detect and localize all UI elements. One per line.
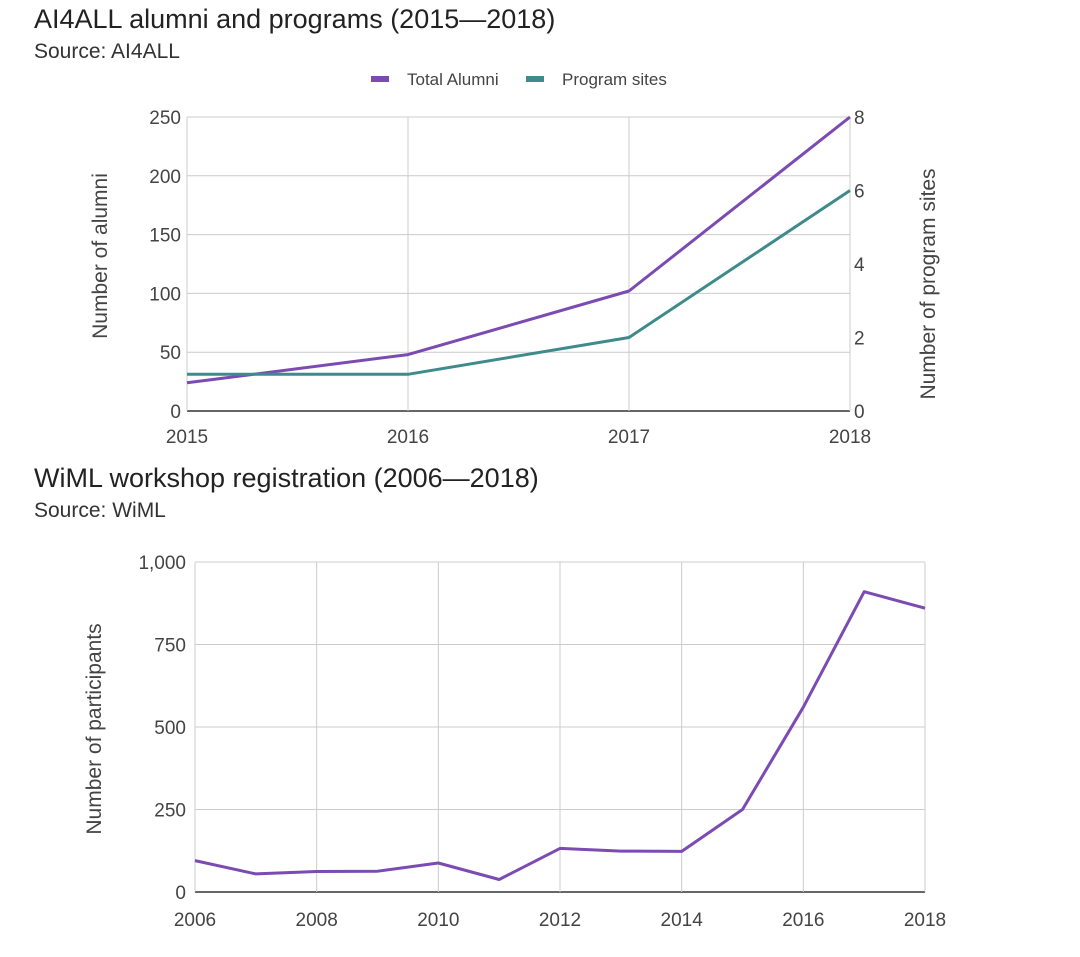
chart1-y-axis-label: Number of alumni	[89, 173, 112, 339]
chart1-x-tick-label: 2018	[829, 427, 871, 448]
chart1-legend-label-0: Total Alumni	[407, 70, 499, 89]
chart1-series-line-1	[187, 189, 851, 376]
chart2-y-tick-label: 750	[154, 636, 186, 657]
chart2-y-tick-label: 1,000	[138, 553, 186, 574]
chart2-title: WiML workshop registration (2006—2018)	[34, 463, 539, 493]
chart1-plot: 0 50 100 150 200 250 0 2 4 6 8 2015 2016 2017 2018 Numb…	[89, 70, 940, 448]
chart1-y2-axis-label: Number of program sites	[917, 168, 940, 399]
chart2-y-tick-label: 500	[154, 718, 186, 739]
chart1-y-tick-label: 200	[149, 167, 181, 188]
chart1-title: AI4ALL alumni and programs (2015—2018)	[34, 4, 556, 34]
chart1-y2-tick-label: 8	[854, 108, 865, 129]
chart1-y2-tick-label: 0	[854, 402, 865, 423]
chart1-legend-label-1: Program sites	[562, 70, 667, 89]
chart1-y-tick-label: 50	[160, 343, 181, 364]
chart2-x-tick-label: 2016	[782, 910, 824, 931]
chart1-x-tick-label: 2016	[387, 427, 429, 448]
chart1-y-tick-label: 0	[170, 402, 181, 423]
chart2-y-tick-label: 250	[154, 801, 186, 822]
chart2-y-axis-label: Number of participants	[83, 623, 106, 834]
chart1-source: Source: AI4ALL	[34, 40, 180, 63]
chart2-x-tick-label: 2010	[417, 910, 459, 931]
chart2-y-tick-label: 0	[175, 883, 186, 904]
chart2-x-tick-label: 2014	[661, 910, 704, 931]
chart1-y2-tick-label: 6	[854, 182, 865, 203]
chart1-legend-swatch-0	[371, 76, 389, 82]
chart1-y-tick-label: 100	[149, 284, 181, 305]
chart1-x-tick-label: 2017	[608, 427, 650, 448]
chart2-source: Source: WiML	[34, 499, 166, 522]
chart2-x-tick-label: 2018	[904, 910, 946, 931]
chart2-x-tick-label: 2008	[296, 910, 338, 931]
chart1-x-tick-label: 2015	[166, 427, 208, 448]
chart1-y-tick-label: 250	[149, 108, 181, 129]
chart1-series-line-0	[186, 115, 851, 385]
chart1-y2-tick-label: 4	[854, 255, 865, 276]
chart2-x-tick-label: 2012	[539, 910, 581, 931]
chart2-x-tick-label: 2006	[174, 910, 216, 931]
chart1-y2-tick-label: 2	[854, 329, 865, 350]
chart2-series-line-0	[194, 590, 926, 881]
chart1-y-tick-label: 150	[149, 226, 181, 247]
chart1-legend-swatch-1	[526, 76, 544, 82]
